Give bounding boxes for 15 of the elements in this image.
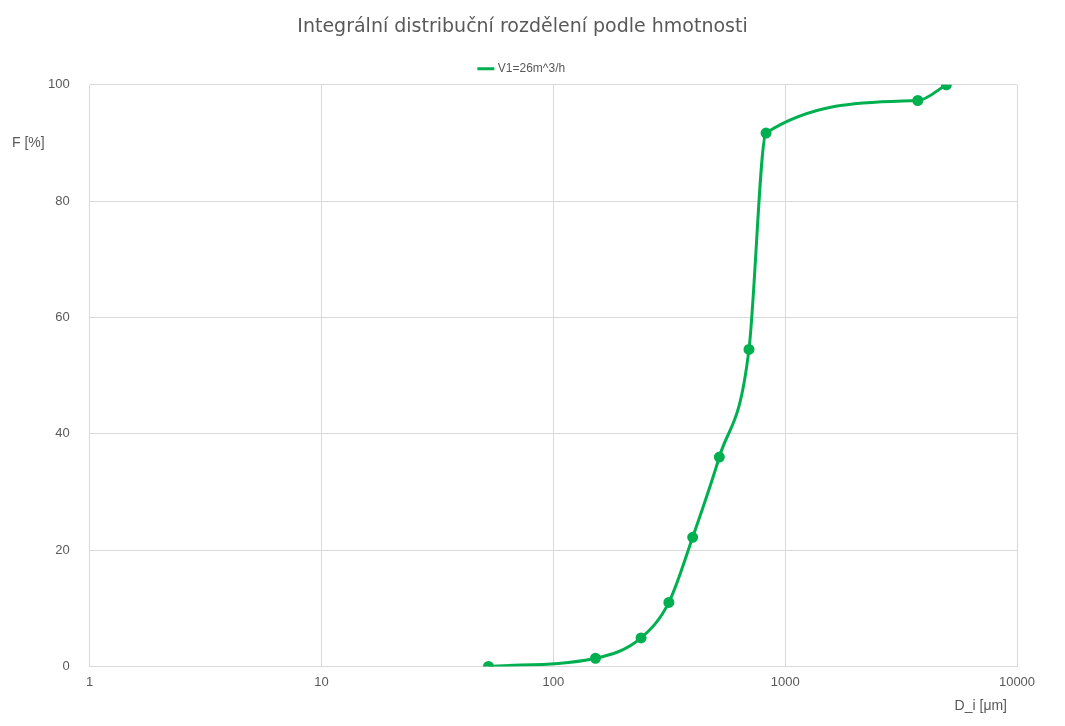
x-tick-label: 10 — [314, 673, 329, 689]
y-tick-label: 20 — [55, 541, 70, 557]
y-tick-label: 80 — [55, 192, 70, 208]
y-tick-label: 0 — [62, 657, 70, 673]
x-tick-label: 1 — [86, 673, 94, 689]
x-axis-title: D_i [μm] — [954, 697, 1007, 714]
y-axis-title: F [%] — [12, 133, 45, 150]
x-tick-label: 10000 — [998, 673, 1036, 689]
legend-label: V1=26m^3/h — [497, 61, 566, 76]
y-tick-label: 60 — [55, 309, 70, 325]
x-tick-label: 100 — [542, 673, 565, 689]
x-tick-label: 1000 — [770, 673, 800, 689]
y-tick-label: 40 — [55, 425, 70, 441]
y-tick-label: 100 — [47, 76, 70, 92]
chart-title: Integrální distribuční rozdělení podle hmotnosti — [297, 14, 748, 37]
